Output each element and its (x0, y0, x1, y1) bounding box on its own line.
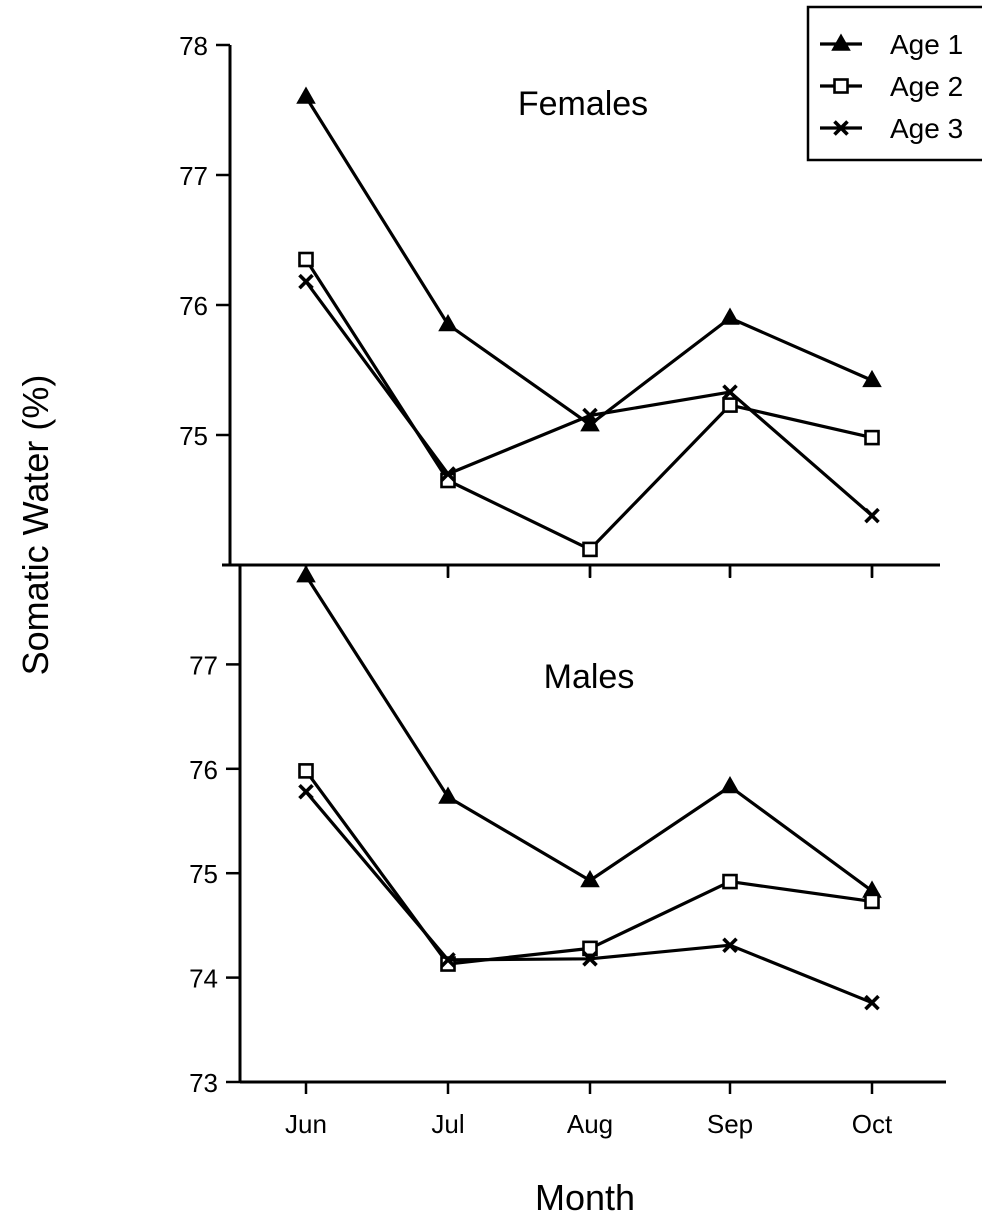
panel-1-age-1-point (580, 414, 600, 432)
panel-2-age-3-point (722, 937, 738, 954)
legend-age-2-label: Age 2 (890, 71, 963, 102)
panel-1-age-1-point (296, 86, 316, 104)
panel-1-y-tick-label: 75 (179, 421, 208, 451)
panel-males: 73 74 75 76 77 Males (189, 565, 946, 1098)
panels-layer: 75 76 77 78 Females 73 74 75 76 77 Males Jun Jul Aug S… (179, 31, 946, 1139)
legend-age-1-marker (831, 33, 851, 51)
panel-2-age-2-point (298, 763, 314, 779)
panel-1-age-3-point (582, 407, 598, 424)
panel-1-age-3-point (864, 507, 880, 524)
panel-2-age-2-point (582, 940, 598, 957)
panel-1-age-2-point (864, 429, 880, 446)
x-tick-label-aug: Aug (567, 1109, 613, 1139)
panel-1-age-3-point (298, 273, 314, 290)
panel-2-y-tick-label: 75 (189, 859, 218, 889)
panel-1-age-1-line (304, 96, 873, 427)
panel-1-age-2-point (722, 397, 738, 413)
panel-1-age-1-point (720, 307, 740, 325)
panel-2-age-3-point-stroke-b (440, 952, 456, 968)
panel-2-age-3-point (298, 783, 314, 800)
panel-2-age-3-point (440, 952, 456, 968)
panel-1-age-3-point (722, 384, 738, 400)
panel-2-age-2-point (722, 873, 738, 890)
panel-1-age-3-point-stroke-b (440, 466, 456, 482)
panel-1-y-tick-label: 77 (179, 161, 208, 191)
panel-1-age-1-point (862, 369, 882, 388)
panel-2-age-3-point-stroke-b (864, 994, 880, 1011)
panel-1-age-3-point-stroke-b (722, 384, 738, 400)
panel-2-y-tick-label: 73 (189, 1068, 218, 1098)
panel-2-y-tick-label: 76 (189, 755, 218, 785)
legend-age-3-label: Age 3 (890, 113, 963, 144)
panel-1-age-3-line (304, 280, 874, 517)
x-tick-label-jun: Jun (285, 1109, 327, 1139)
panel-1-age-1-point (438, 313, 458, 332)
x-tick-label-sep: Sep (707, 1109, 753, 1139)
panel-1-age-2-point (298, 251, 314, 268)
panel-1-y-tick-label: 78 (179, 31, 208, 61)
y-axis-label: Somatic Water (%) (15, 375, 56, 676)
panel-2-age-3-point (864, 994, 880, 1011)
panel-1-age-2-line (304, 258, 873, 552)
panel-2-title: Males (544, 658, 635, 696)
legend: Age 1 Age 2 Age 3 (806, 5, 982, 162)
panel-2-age-1-line (304, 574, 873, 893)
x-tick-label-jul: Jul (431, 1109, 464, 1139)
panel-2-age-1-point (438, 786, 458, 804)
panel-2-age-3-point (582, 951, 598, 967)
panel-2-age-2-point (864, 893, 880, 910)
panel-2-age-1-point (296, 565, 316, 583)
legend-age-3-marker-stroke-b (833, 120, 849, 136)
panel-1-age-3-point-stroke-b (864, 507, 880, 524)
panel-1-y-tick-label: 76 (179, 291, 208, 321)
x-axis-label: Month (535, 1177, 635, 1217)
panel-1-age-3-point (440, 466, 456, 482)
panel-2-age-3-line (304, 790, 873, 1005)
panel-2-y-tick-label: 74 (189, 964, 218, 994)
panel-2-age-1-point (580, 869, 600, 888)
panel-2-age-1-point (720, 776, 740, 794)
panel-2-y-tick-label: 77 (189, 650, 218, 680)
panel-1-age-3-point-stroke-b (298, 273, 314, 290)
legend-age-3-marker (833, 120, 849, 136)
legend-age-2-marker (833, 78, 849, 94)
panel-2-age-2-line (304, 769, 873, 966)
panel-2-age-3-point-stroke-b (582, 951, 598, 967)
legend-age-1-label: Age 1 (890, 29, 963, 60)
panel-1-age-2-point (582, 541, 598, 558)
panel-2-age-3-point-stroke-b (722, 937, 738, 954)
x-tick-label-oct: Oct (852, 1109, 893, 1139)
panel-2-age-3-point-stroke-b (298, 783, 314, 800)
panel-1-age-3-point-stroke-b (582, 407, 598, 424)
panel-1-title: Females (518, 85, 648, 123)
